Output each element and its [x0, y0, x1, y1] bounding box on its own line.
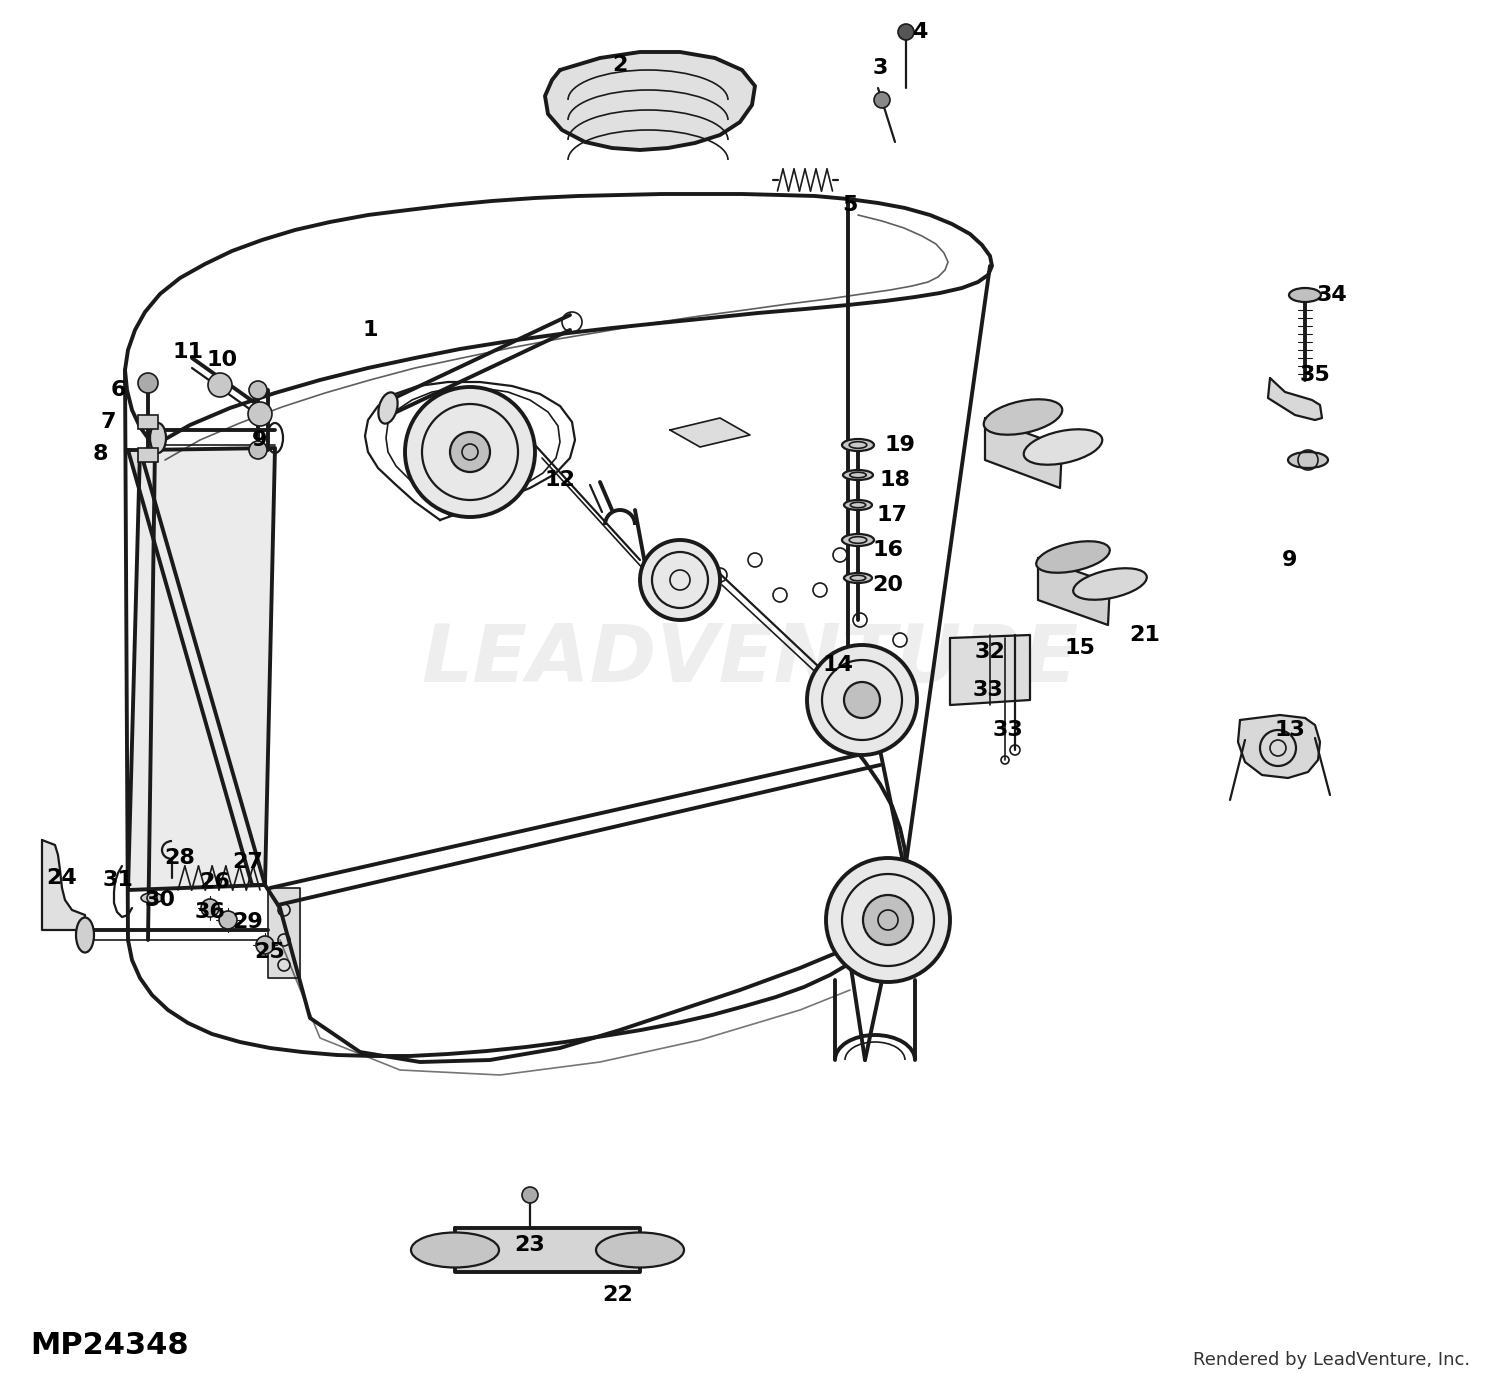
Text: 11: 11 [172, 342, 204, 361]
Text: 17: 17 [876, 506, 908, 525]
Circle shape [844, 682, 880, 719]
Text: 21: 21 [1130, 625, 1161, 644]
Text: 34: 34 [1317, 284, 1347, 305]
Text: 31: 31 [102, 870, 134, 890]
Text: 9: 9 [252, 430, 267, 451]
Circle shape [640, 540, 720, 620]
Polygon shape [268, 888, 300, 978]
Polygon shape [454, 1228, 640, 1272]
Polygon shape [986, 418, 1062, 488]
Circle shape [138, 372, 158, 393]
Text: 28: 28 [165, 848, 195, 868]
Text: 27: 27 [232, 852, 264, 872]
Text: 24: 24 [46, 868, 78, 888]
Text: 22: 22 [603, 1285, 633, 1305]
Polygon shape [544, 52, 754, 150]
Ellipse shape [1036, 541, 1110, 573]
Text: 26: 26 [200, 872, 231, 892]
Circle shape [209, 372, 232, 397]
Circle shape [898, 23, 914, 40]
Text: 14: 14 [822, 655, 854, 675]
Text: 30: 30 [144, 890, 176, 910]
Text: 15: 15 [1065, 638, 1095, 658]
Circle shape [522, 1187, 538, 1204]
Text: 12: 12 [544, 470, 576, 491]
Text: LEADVENTURE: LEADVENTURE [422, 621, 1078, 699]
Text: 18: 18 [879, 470, 910, 491]
Polygon shape [42, 840, 86, 930]
Text: 6: 6 [111, 381, 126, 400]
Circle shape [248, 403, 272, 426]
Ellipse shape [378, 393, 398, 423]
Text: 29: 29 [232, 912, 264, 932]
Circle shape [874, 92, 890, 109]
Text: 13: 13 [1275, 720, 1305, 741]
Circle shape [249, 381, 267, 398]
Circle shape [219, 911, 237, 929]
Text: 10: 10 [207, 350, 237, 370]
Ellipse shape [141, 893, 164, 903]
Ellipse shape [1288, 452, 1328, 469]
Ellipse shape [984, 400, 1062, 434]
FancyBboxPatch shape [138, 448, 158, 462]
Ellipse shape [842, 440, 874, 451]
Text: MP24348: MP24348 [30, 1330, 189, 1359]
Circle shape [256, 936, 274, 954]
Ellipse shape [1072, 569, 1148, 600]
Circle shape [405, 387, 536, 517]
Text: 19: 19 [885, 436, 915, 455]
Circle shape [807, 644, 916, 754]
Text: 5: 5 [843, 195, 858, 214]
Text: 32: 32 [975, 642, 1005, 662]
Ellipse shape [844, 500, 871, 510]
Polygon shape [950, 635, 1030, 705]
Circle shape [201, 899, 219, 916]
Text: 4: 4 [912, 22, 927, 43]
Text: 9: 9 [1282, 550, 1298, 570]
Text: 23: 23 [514, 1235, 546, 1254]
Ellipse shape [1023, 429, 1102, 464]
Text: 1: 1 [363, 320, 378, 339]
Text: 33: 33 [972, 680, 1004, 699]
FancyBboxPatch shape [138, 415, 158, 429]
Text: 25: 25 [255, 943, 285, 962]
Ellipse shape [842, 534, 874, 545]
Ellipse shape [1288, 289, 1322, 302]
Text: 35: 35 [1299, 365, 1330, 385]
Circle shape [450, 431, 491, 473]
Ellipse shape [844, 573, 871, 583]
Text: 33: 33 [993, 720, 1023, 741]
Text: 2: 2 [612, 55, 627, 76]
Ellipse shape [843, 470, 873, 480]
Text: 36: 36 [195, 901, 225, 922]
Text: 8: 8 [93, 444, 108, 464]
Polygon shape [670, 418, 750, 447]
Text: Rendered by LeadVenture, Inc.: Rendered by LeadVenture, Inc. [1192, 1351, 1470, 1369]
Circle shape [862, 894, 913, 945]
Polygon shape [128, 451, 266, 885]
Text: 7: 7 [100, 412, 116, 431]
Ellipse shape [411, 1232, 500, 1267]
Polygon shape [128, 448, 274, 890]
Ellipse shape [76, 918, 94, 952]
Text: 3: 3 [873, 58, 888, 78]
Ellipse shape [150, 423, 166, 453]
Polygon shape [1238, 714, 1320, 778]
Polygon shape [1038, 558, 1110, 625]
Text: 16: 16 [873, 540, 903, 561]
Ellipse shape [596, 1232, 684, 1267]
Polygon shape [1268, 378, 1322, 420]
Text: 20: 20 [873, 574, 903, 595]
Circle shape [249, 441, 267, 459]
Circle shape [827, 857, 950, 982]
